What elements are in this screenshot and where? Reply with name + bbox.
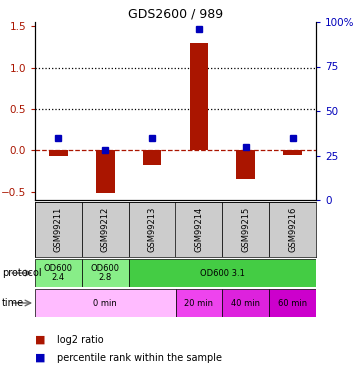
- Bar: [129, 202, 175, 257]
- Bar: [283, 150, 302, 155]
- Bar: [175, 289, 222, 317]
- Bar: [190, 43, 208, 150]
- Text: ■: ■: [35, 335, 45, 345]
- Bar: [222, 289, 269, 317]
- Bar: [269, 289, 316, 317]
- Title: GDS2600 / 989: GDS2600 / 989: [128, 8, 223, 21]
- Text: time: time: [2, 298, 24, 308]
- Text: GSM99213: GSM99213: [148, 207, 157, 252]
- Text: 20 min: 20 min: [184, 298, 213, 307]
- Text: GSM99212: GSM99212: [101, 207, 110, 252]
- Text: GSM99214: GSM99214: [195, 207, 203, 252]
- Text: OD600 3.1: OD600 3.1: [200, 268, 245, 278]
- Text: OD600
2.8: OD600 2.8: [91, 264, 120, 282]
- Bar: [49, 150, 68, 156]
- Bar: [236, 150, 255, 179]
- Bar: [35, 259, 82, 287]
- Bar: [96, 150, 114, 194]
- Text: ■: ■: [35, 353, 45, 363]
- Bar: [35, 289, 175, 317]
- Bar: [143, 150, 161, 165]
- Bar: [82, 202, 129, 257]
- Text: GSM99215: GSM99215: [241, 207, 250, 252]
- Text: 40 min: 40 min: [231, 298, 260, 307]
- Text: log2 ratio: log2 ratio: [57, 335, 103, 345]
- Bar: [269, 202, 316, 257]
- Text: 0 min: 0 min: [93, 298, 117, 307]
- Text: GSM99216: GSM99216: [288, 207, 297, 252]
- Bar: [222, 202, 269, 257]
- Text: GSM99211: GSM99211: [54, 207, 63, 252]
- Bar: [175, 202, 222, 257]
- Text: 60 min: 60 min: [278, 298, 307, 307]
- Text: percentile rank within the sample: percentile rank within the sample: [57, 353, 222, 363]
- Text: protocol: protocol: [2, 268, 42, 278]
- Bar: [82, 259, 129, 287]
- Bar: [129, 259, 316, 287]
- Bar: [35, 202, 82, 257]
- Text: OD600
2.4: OD600 2.4: [44, 264, 73, 282]
